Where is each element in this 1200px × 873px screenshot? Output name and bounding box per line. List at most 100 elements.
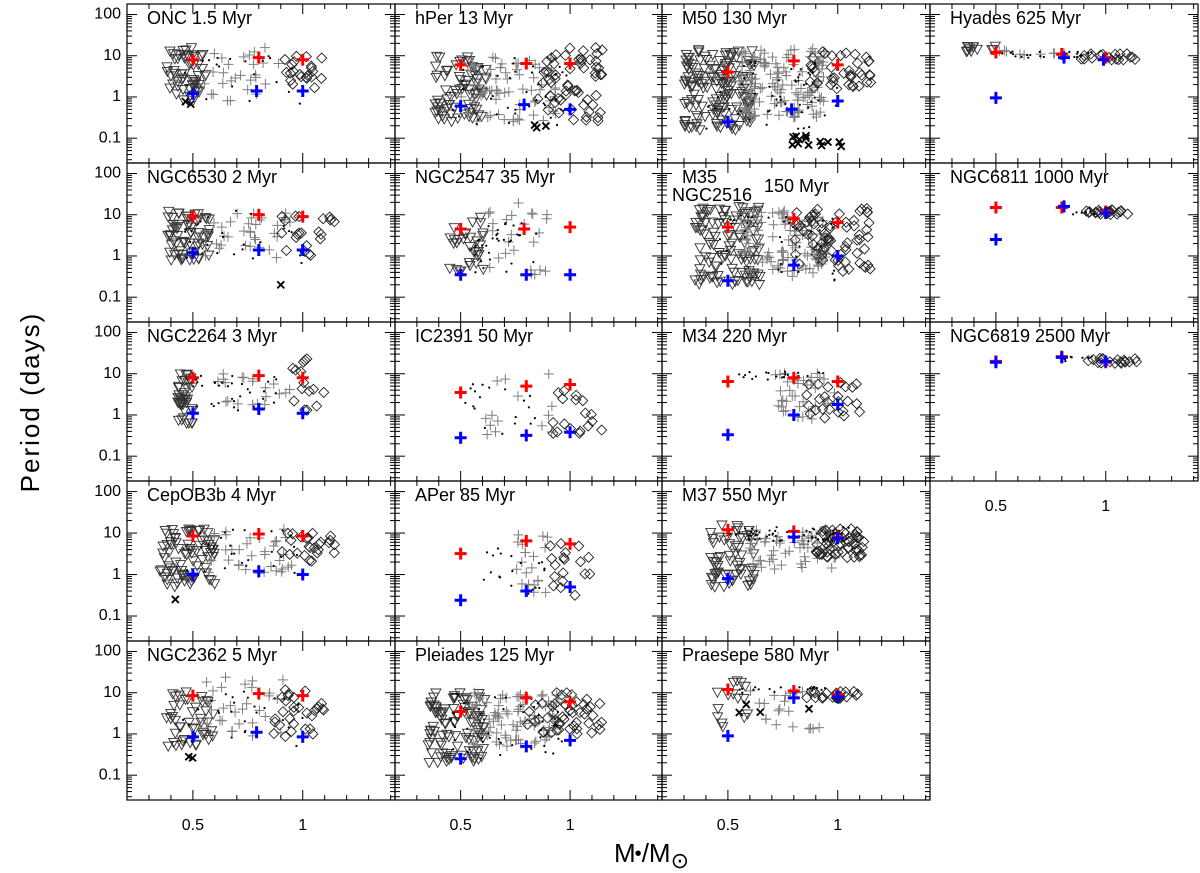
dot-point (267, 55, 270, 58)
plus-point (501, 741, 512, 752)
triangle-point (714, 552, 727, 563)
diamond-point (855, 69, 868, 81)
plus-point (261, 391, 272, 402)
triangle-point (679, 121, 691, 133)
red-percentile-marker (296, 53, 309, 66)
blue-percentile-marker (296, 568, 309, 581)
triangle-point (441, 94, 454, 105)
triangle-point (467, 735, 480, 747)
plus-point (797, 562, 808, 573)
plus-point (260, 711, 271, 722)
triangle-point (191, 241, 204, 253)
dot-point (281, 718, 284, 722)
plus-point (485, 64, 496, 75)
dot-point (499, 753, 502, 757)
plus-point (800, 264, 811, 275)
plus-point (540, 587, 551, 598)
red-percentile-marker (296, 210, 309, 223)
svg-text:M•/M⊙: M•/M⊙ (614, 838, 689, 873)
diamond-point (838, 410, 850, 422)
diamond-point (836, 546, 849, 558)
scatter-group (154, 524, 341, 604)
plus-point (799, 248, 810, 259)
plus-point (777, 245, 788, 256)
dot-point (275, 81, 278, 84)
triangle-point (961, 41, 974, 53)
plus-point (492, 416, 503, 427)
plus-point (523, 579, 534, 590)
triangle-point (173, 690, 185, 701)
dot-point (1075, 211, 1078, 214)
dot-point (1080, 211, 1083, 214)
dot-point (754, 686, 757, 689)
diamond-point (573, 53, 585, 66)
triangle-point (165, 255, 177, 266)
diamond-point (832, 546, 844, 558)
diamond-point (557, 393, 569, 405)
dot-point (1073, 55, 1076, 59)
diamond-point (594, 697, 606, 710)
diamond-point (846, 381, 858, 393)
triangle-point (708, 582, 721, 593)
blue-percentile-marker (520, 585, 533, 598)
plus-point (468, 61, 479, 72)
red-percentile-marker (831, 58, 844, 71)
dot-point (502, 707, 505, 711)
dot-point (746, 215, 750, 219)
dot-point (496, 74, 499, 77)
triangle-point (712, 567, 725, 579)
dot-point (504, 222, 507, 226)
dot-point (223, 531, 226, 534)
diamond-point (832, 406, 845, 418)
panel-title: IC2391 50 Myr (415, 326, 533, 346)
triangle-point (697, 203, 709, 215)
diamond-point (582, 420, 594, 432)
triangle-point (731, 560, 743, 572)
dot-point (823, 687, 827, 690)
dot-point (527, 406, 531, 409)
dot-point (771, 532, 774, 535)
dot-point (729, 218, 732, 221)
triangle-point (160, 713, 173, 724)
x-axis-title: M•/M⊙ (614, 838, 689, 873)
plus-point (469, 725, 480, 736)
dot-point (802, 533, 806, 537)
plus-point (537, 531, 548, 542)
diamond-point (570, 394, 582, 406)
triangle-point (719, 79, 732, 91)
dot-point (798, 686, 801, 689)
plus-point (277, 564, 288, 575)
plus-point (205, 555, 216, 566)
diamond-point (811, 538, 823, 551)
triangle-point (449, 86, 462, 97)
dot-point (746, 221, 749, 224)
triangle-point (204, 548, 217, 559)
triangle-point (463, 746, 476, 757)
triangle-point (689, 275, 701, 286)
triangle-point (444, 263, 456, 275)
plus-point (548, 106, 559, 117)
triangle-point (165, 714, 177, 725)
triangle-point (186, 404, 198, 415)
dot-point (241, 248, 244, 251)
triangle-point (705, 572, 718, 584)
dot-point (823, 114, 826, 117)
red-percentile-marker (518, 223, 531, 236)
plus-point (202, 718, 213, 729)
triangle-point (747, 574, 759, 585)
triangle-point (692, 95, 705, 106)
diamond-point (797, 225, 810, 237)
triangle-point (458, 694, 470, 705)
dot-point (283, 227, 286, 230)
panel-title-prefix: M35 (682, 167, 717, 187)
dot-point (471, 383, 474, 386)
dot-point (514, 108, 517, 111)
plus-point (482, 112, 493, 123)
triangle-point (470, 93, 482, 105)
triangle-point (429, 61, 442, 72)
triangle-point (193, 526, 206, 537)
blue-percentile-marker (831, 690, 844, 703)
diamond-point (862, 259, 874, 271)
triangle-point (683, 58, 695, 69)
